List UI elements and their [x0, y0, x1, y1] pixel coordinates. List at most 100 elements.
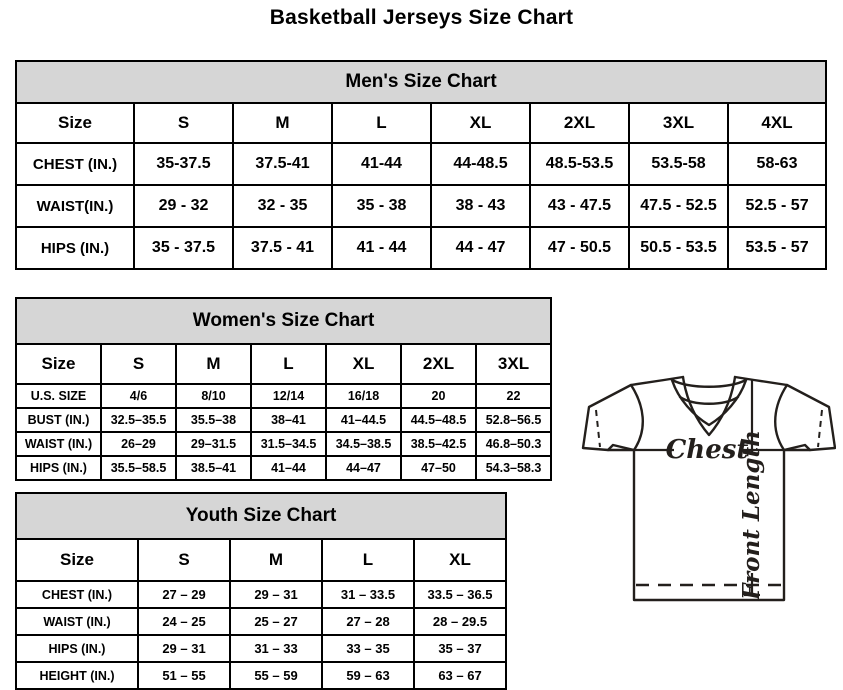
womens-cell: 52.8–56.5: [474, 407, 553, 433]
youth-cell: 31 – 33.5: [321, 580, 415, 609]
mens-cell: 35 - 37.5: [133, 226, 234, 270]
womens-row: U.S. SIZE 4/6 8/10 12/14 16/18 20 22: [15, 383, 553, 409]
womens-column-header: M: [175, 343, 252, 385]
mens-cell: 37.5 - 41: [232, 226, 333, 270]
womens-column-header: 2XL: [400, 343, 477, 385]
mens-row-label: HIPS (IN.): [15, 226, 135, 270]
mens-cell: 35-37.5: [133, 142, 234, 186]
womens-header-row: Size S M L XL 2XL 3XL: [15, 343, 553, 385]
chest-label: Chest: [666, 435, 749, 465]
youth-row-label: HEIGHT (IN.): [15, 661, 139, 690]
mens-column-header: 2XL: [529, 102, 630, 144]
youth-row-label: CHEST (IN.): [15, 580, 139, 609]
mens-column-header: 3XL: [628, 102, 729, 144]
mens-cell: 37.5-41: [232, 142, 333, 186]
mens-column-header: XL: [430, 102, 531, 144]
youth-cell: 29 – 31: [229, 580, 323, 609]
youth-column-header: XL: [412, 538, 508, 582]
mens-caption-row: Men's Size Chart: [14, 60, 828, 104]
womens-cell: 4/6: [100, 383, 177, 409]
mens-cell: 44 - 47: [430, 226, 531, 270]
mens-cell: 38 - 43: [430, 184, 531, 228]
mens-column-header: M: [232, 102, 333, 144]
womens-cell: 8/10: [175, 383, 252, 409]
youth-cell: 59 – 63: [321, 661, 415, 690]
womens-cell: 32.5–35.5: [100, 407, 177, 433]
youth-header-row: Size S M L XL: [15, 538, 508, 582]
front-length-label: Front Length: [738, 430, 765, 601]
mens-cell: 43 - 47.5: [529, 184, 630, 228]
womens-cell: 41–44.5: [325, 407, 402, 433]
jersey-outline-icon: [581, 375, 836, 602]
womens-cell: 20: [400, 383, 477, 409]
womens-cell: 38.5–42.5: [400, 431, 477, 457]
mens-size-chart-table: Men's Size Chart Size S M L XL 2XL 3XL 4XL CHEST …: [14, 60, 828, 270]
mens-cell: 47.5 - 52.5: [628, 184, 729, 228]
womens-cell: 29–31.5: [175, 431, 252, 457]
mens-row: CHEST (IN.) 35-37.5 37.5-41 41-44 44-48.5 48.…: [15, 142, 828, 186]
womens-caption-row: Women's Size Chart: [14, 297, 553, 345]
mens-cell: 41-44: [331, 142, 432, 186]
mens-cell: 50.5 - 53.5: [628, 226, 729, 270]
mens-row-label: CHEST (IN.): [15, 142, 135, 186]
youth-cell: 63 – 67: [412, 661, 508, 690]
womens-row: HIPS (IN.) 35.5–58.5 38.5–41 41–44 44–47 47–5…: [15, 455, 553, 481]
youth-row: HIPS (IN.) 29 – 31 31 – 33 33 – 35 35 – 37: [15, 634, 508, 663]
mens-cell: 32 - 35: [232, 184, 333, 228]
youth-cell: 27 – 29: [137, 580, 231, 609]
mens-column-header: Size: [15, 102, 135, 144]
youth-row: CHEST (IN.) 27 – 29 29 – 31 31 – 33.5 33.5 –…: [15, 580, 508, 609]
youth-row-label: HIPS (IN.): [15, 634, 139, 663]
womens-cell: 35.5–58.5: [100, 455, 177, 481]
womens-cell: 44.5–48.5: [400, 407, 477, 433]
mens-cell: 58-63: [726, 142, 828, 186]
mens-column-header: 4XL: [726, 102, 828, 144]
youth-caption: Youth Size Chart: [14, 492, 508, 540]
mens-cell: 44-48.5: [430, 142, 531, 186]
womens-cell: 12/14: [250, 383, 327, 409]
womens-caption: Women's Size Chart: [14, 297, 553, 345]
front-length-measure-line-icon: [744, 379, 760, 597]
youth-cell: 55 – 59: [229, 661, 323, 690]
womens-cell: 35.5–38: [175, 407, 252, 433]
mens-cell: 35 - 38: [331, 184, 432, 228]
womens-row: WAIST (IN.) 26–29 29–31.5 31.5–34.5 34.5–38.…: [15, 431, 553, 457]
mens-row-label: WAIST(IN.): [15, 184, 135, 228]
youth-cell: 33.5 – 36.5: [412, 580, 508, 609]
mens-cell: 52.5 - 57: [726, 184, 828, 228]
youth-column-header: L: [321, 538, 415, 582]
mens-cell: 41 - 44: [331, 226, 432, 270]
womens-cell: 47–50: [400, 455, 477, 481]
womens-cell: 26–29: [100, 431, 177, 457]
mens-column-header: S: [133, 102, 234, 144]
womens-cell: 38–41: [250, 407, 327, 433]
womens-column-header: Size: [15, 343, 102, 385]
womens-column-header: L: [250, 343, 327, 385]
youth-cell: 51 – 55: [137, 661, 231, 690]
mens-caption: Men's Size Chart: [14, 60, 828, 104]
mens-cell: 47 - 50.5: [529, 226, 630, 270]
womens-cell: 31.5–34.5: [250, 431, 327, 457]
womens-column-header: XL: [325, 343, 402, 385]
youth-column-header: M: [229, 538, 323, 582]
mens-row: WAIST(IN.) 29 - 32 32 - 35 35 - 38 38 - 43 43…: [15, 184, 828, 228]
mens-row: HIPS (IN.) 35 - 37.5 37.5 - 41 41 - 44 44 - …: [15, 226, 828, 270]
womens-row-label: BUST (IN.): [15, 407, 102, 433]
mens-cell: 53.5 - 57: [726, 226, 828, 270]
womens-row-label: HIPS (IN.): [15, 455, 102, 481]
youth-cell: 25 – 27: [229, 607, 323, 636]
womens-column-header: S: [100, 343, 177, 385]
womens-cell: 34.5–38.5: [325, 431, 402, 457]
womens-column-header: 3XL: [474, 343, 553, 385]
youth-column-header: S: [137, 538, 231, 582]
youth-cell: 27 – 28: [321, 607, 415, 636]
womens-row-label: WAIST (IN.): [15, 431, 102, 457]
youth-size-chart-table: Youth Size Chart Size S M L XL CHEST (IN.) 27 –…: [14, 492, 508, 690]
womens-size-chart-table: Women's Size Chart Size S M L XL 2XL 3XL U.S. SI…: [14, 297, 553, 481]
mens-cell: 48.5-53.5: [529, 142, 630, 186]
womens-row: BUST (IN.) 32.5–35.5 35.5–38 38–41 41–44.5 44…: [15, 407, 553, 433]
youth-cell: 33 – 35: [321, 634, 415, 663]
womens-cell: 44–47: [325, 455, 402, 481]
youth-cell: 28 – 29.5: [412, 607, 508, 636]
mens-cell: 29 - 32: [133, 184, 234, 228]
